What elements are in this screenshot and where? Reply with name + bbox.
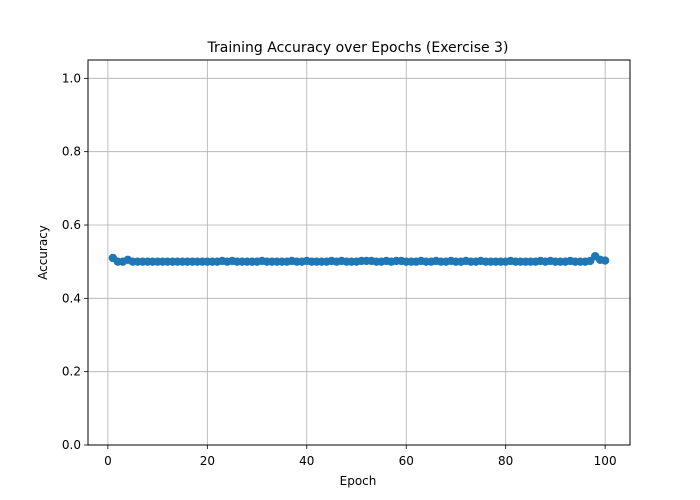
x-tick-label: 40 <box>299 454 314 468</box>
y-tick-label: 0.2 <box>62 365 81 379</box>
y-axis-ticks: 0.0 0.2 0.4 0.6 0.8 1.0 <box>62 71 88 452</box>
plot-frame <box>87 59 631 446</box>
y-tick-label: 0.6 <box>62 218 81 232</box>
x-tick-label: 20 <box>200 454 215 468</box>
x-tick-label: 60 <box>399 454 414 468</box>
y-tick-label: 0.8 <box>62 145 81 159</box>
series-accuracy <box>108 251 610 266</box>
chart-title: Training Accuracy over Epochs (Exercise … <box>207 40 509 56</box>
x-axis-ticks: 0 20 40 60 80 100 <box>104 445 617 468</box>
y-tick-label: 0.4 <box>62 291 81 305</box>
y-axis-label: Accuracy <box>36 225 50 280</box>
y-tick-label: 1.0 <box>62 71 81 85</box>
y-tick-label: 0.0 <box>62 438 81 452</box>
x-tick-label: 100 <box>594 454 617 468</box>
x-axis-label: Epoch <box>340 474 377 488</box>
x-tick-label: 0 <box>104 454 112 468</box>
x-tick-label: 80 <box>498 454 513 468</box>
data-point <box>600 256 610 265</box>
